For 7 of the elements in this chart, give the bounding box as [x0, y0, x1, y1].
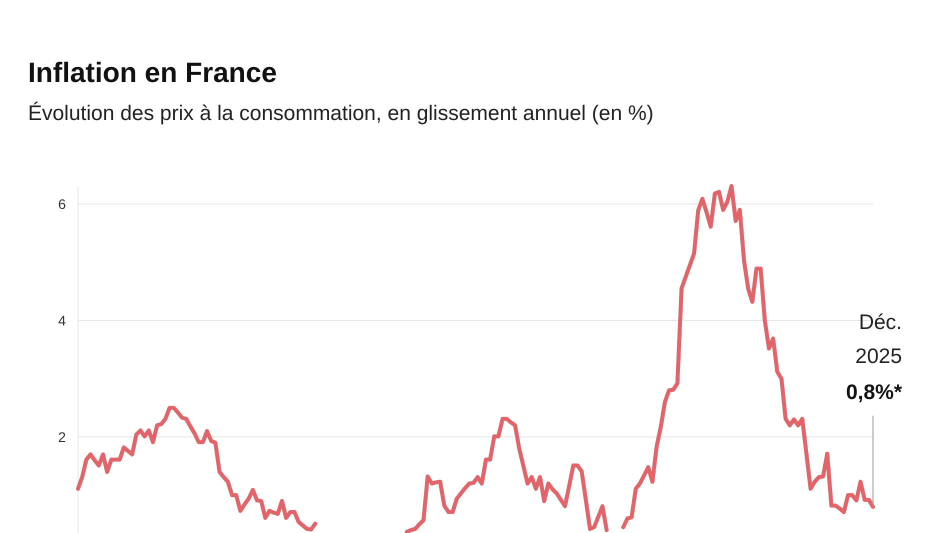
y-tick-label: 2 — [58, 428, 66, 445]
chart-title: Inflation en France — [28, 57, 277, 88]
annotation: Déc. 2025 — [855, 310, 902, 368]
chart-subtitle: Évolution des prix à la consommation, en glissement annuel (en %) — [28, 101, 654, 125]
annotation: 0,8%* — [846, 380, 903, 404]
y-tick-label: 4 — [58, 312, 66, 328]
y-tick-label: 6 — [58, 196, 66, 212]
